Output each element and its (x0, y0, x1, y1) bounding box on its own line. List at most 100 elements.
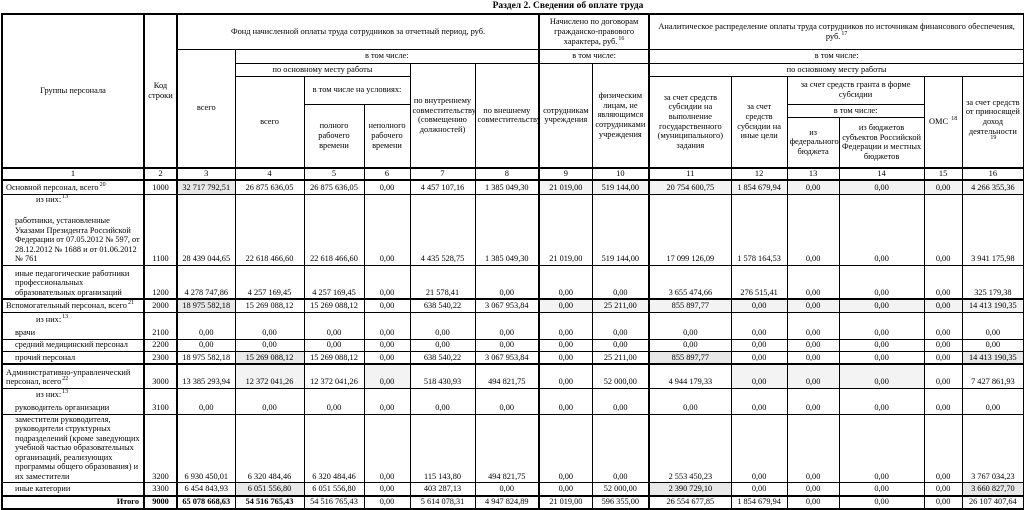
value-cell: 4 435 528,75 (409, 193, 476, 266)
value-cell: 21 019,00 (538, 193, 593, 266)
header-non-employees: физическим лицам, не являющимся сотрудни… (591, 62, 650, 169)
row-label-text: Административно-управленческий персонал,… (6, 367, 131, 387)
header-code: Код строки (143, 13, 178, 169)
row-label-text: работники, установленные Указами Президе… (15, 216, 140, 264)
column-number: 14 (838, 167, 925, 181)
row-label: средний медицинский персонал (1, 338, 145, 352)
header-full-time: полного рабочего времени (303, 103, 365, 169)
column-number: 15 (923, 167, 963, 181)
row-code: 2000 (143, 298, 178, 313)
value-cell: 6 051 556,80 (234, 482, 305, 497)
value-cell: 0,00 (591, 413, 650, 484)
value-cell: 6 051 556,80 (303, 482, 365, 497)
table-row: Основной персонал, всего20 1000 32 717 792… (1, 179, 1024, 195)
column-number: 10 (591, 167, 650, 181)
row-label: из них:13 руководитель организации (1, 387, 145, 415)
value-cell: 0,00 (363, 264, 411, 300)
value-cell: 638 540,22 (409, 298, 476, 313)
header-subsidy-task: за счет средств субсидии на выполнение г… (648, 75, 732, 169)
value-cell: 0,00 (730, 387, 788, 415)
row-code: 3200 (143, 413, 178, 484)
value-cell: 0,00 (591, 338, 650, 352)
row-label-text: заместители руководителя, руководители с… (15, 414, 140, 481)
value-cell: 15 269 088,12 (234, 298, 305, 313)
header-fond: Фонд начисленной оплаты труда сотруднико… (175, 13, 540, 50)
value-cell: 1 854 679,94 (730, 179, 788, 195)
value-cell: 0,00 (923, 179, 963, 195)
value-cell: 494 821,75 (474, 413, 540, 484)
value-cell: 0,00 (538, 363, 593, 389)
table-body: Основной персонал, всего20 1000 32 717 792… (1, 179, 1024, 510)
value-cell: 7 427 861,93 (961, 363, 1024, 389)
value-cell: 519 144,00 (591, 193, 650, 266)
row-sublabel-prefix: из них:13 (36, 194, 69, 204)
value-cell: 6 320 484,46 (234, 413, 305, 484)
value-cell: 0,00 (923, 482, 963, 497)
value-cell: 0,00 (363, 494, 411, 510)
value-cell: 519 144,00 (591, 179, 650, 195)
value-cell: 0,00 (234, 311, 305, 340)
row-label: Основной персонал, всего20 (1, 179, 145, 195)
value-cell: 54 516 765,43 (234, 494, 305, 510)
row-code: 2200 (143, 338, 178, 352)
value-cell: 0,00 (923, 298, 963, 313)
row-label-text: Вспомогательный персонал, всего (6, 301, 127, 311)
footnote-16: 16 (618, 35, 625, 42)
value-cell: 3 941 175,98 (961, 193, 1024, 266)
row-label: заместители руководителя, руководители с… (1, 413, 145, 484)
value-cell: 0,00 (786, 311, 840, 340)
row-label: из них:13 работники, установленные Указам… (1, 193, 145, 266)
table-row: иные категории 3300 6 454 843,93 6 051 556,… (1, 482, 1024, 497)
value-cell: 52 000,00 (591, 363, 650, 389)
value-cell: 28 439 044,65 (176, 193, 236, 266)
value-cell: 0,00 (923, 311, 963, 340)
table-row: заместители руководителя, руководители с… (1, 413, 1024, 484)
column-number: 13 (786, 167, 840, 181)
value-cell: 0,00 (409, 311, 476, 340)
header-total-main: всего (234, 75, 305, 169)
value-cell: 0,00 (409, 338, 476, 352)
value-cell: 0,00 (786, 363, 840, 389)
value-cell: 0,00 (176, 311, 236, 340)
value-cell: 0,00 (730, 298, 788, 313)
header-incl-gph: в том числе: (538, 48, 650, 64)
column-number: 6 (363, 167, 411, 181)
footnote-sup: 21 (127, 300, 134, 307)
column-number: 5 (303, 167, 365, 181)
header-conditions: в том числе на условиях: (303, 75, 411, 105)
header-reg-budget: из бюджетов субъектов Российской Федерац… (838, 116, 925, 169)
value-cell: 855 897,77 (648, 298, 732, 313)
header-grant: за счет средств гранта в форме субсидии (786, 75, 925, 105)
value-cell: 17 099 126,09 (648, 193, 732, 266)
value-cell: 1 578 164,53 (730, 193, 788, 266)
header-fed-budget: из федерального бюджета (786, 116, 840, 169)
value-cell: 0,00 (838, 482, 925, 497)
value-cell: 0,00 (838, 413, 925, 484)
header-external: по внешнему совместительству (474, 62, 540, 169)
header-incl-fond: в том числе: (234, 48, 540, 64)
value-cell: 0,00 (923, 413, 963, 484)
value-cell: 494 821,75 (474, 363, 540, 389)
value-cell: 18 975 582,18 (176, 298, 236, 313)
value-cell: 0,00 (730, 482, 788, 497)
row-sublabel-prefix: из них:13 (36, 388, 69, 399)
value-cell: 13 385 293,94 (176, 363, 236, 389)
value-cell: 0,00 (363, 338, 411, 352)
header-incl-analytic: в том числе: (648, 48, 1024, 64)
value-cell: 325 179,38 (961, 264, 1024, 300)
value-cell: 0,00 (234, 338, 305, 352)
value-cell: 0,00 (474, 311, 540, 340)
value-cell: 0,00 (786, 298, 840, 313)
value-cell: 0,00 (786, 179, 840, 195)
row-code: 2300 (143, 350, 178, 365)
value-cell: 0,00 (538, 387, 593, 415)
value-cell: 26 875 636,05 (234, 179, 305, 195)
row-code: 3000 (143, 363, 178, 389)
value-cell: 21 019,00 (538, 179, 593, 195)
row-label: Административно-управленческий персонал,… (1, 363, 145, 389)
value-cell: 32 717 792,51 (176, 179, 236, 195)
row-label-text: Основной персонал, всего (6, 182, 99, 192)
value-cell: 0,00 (591, 387, 650, 415)
value-cell: 0,00 (648, 387, 732, 415)
column-number: 9 (538, 167, 593, 181)
